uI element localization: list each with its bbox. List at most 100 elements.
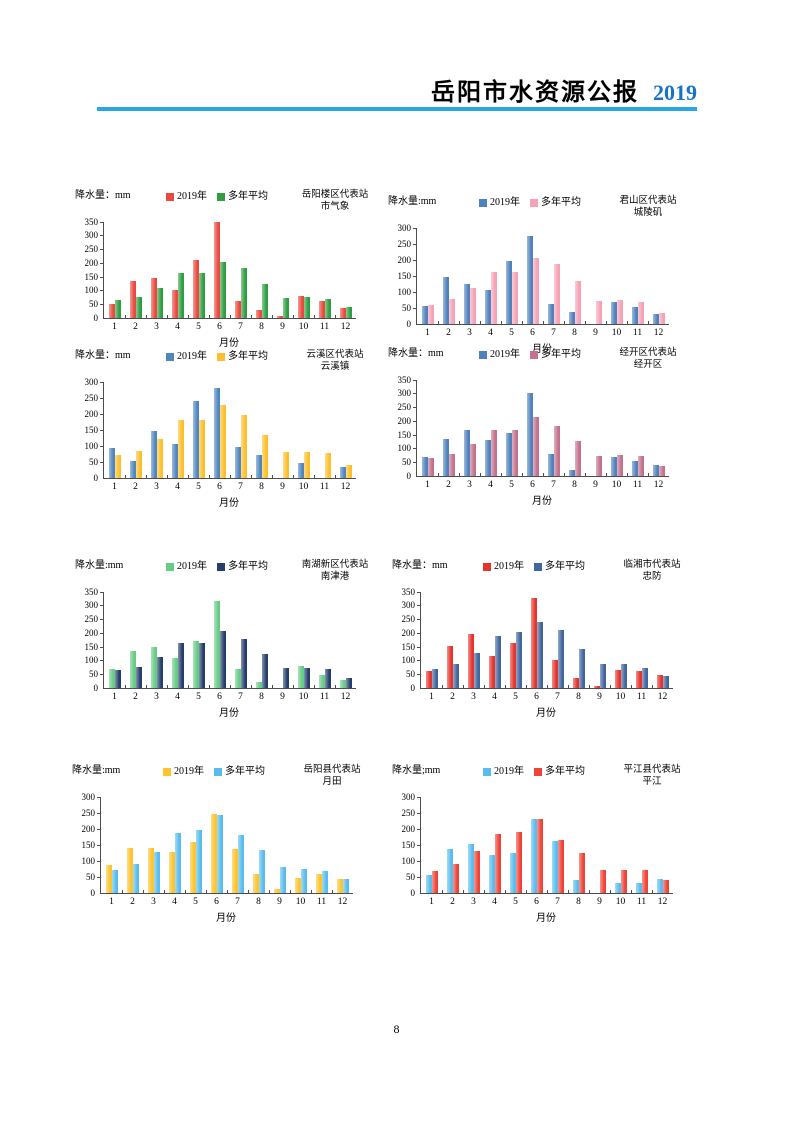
y-axis: 350 300 250 200 150 100 50 0 (392, 587, 420, 693)
x-tick (459, 320, 460, 324)
bar (469, 287, 476, 324)
x-tick (230, 314, 231, 318)
plot-area (100, 591, 356, 689)
bar (505, 433, 512, 476)
x-tick-label: 8 (572, 327, 577, 338)
x-tick-label: 5 (509, 479, 514, 490)
x-tick (501, 320, 502, 324)
legend-label: 2019年 (177, 561, 207, 572)
x-tick-label: 12 (657, 896, 668, 907)
bar (490, 429, 497, 476)
plot-area (100, 381, 356, 479)
bar-group (251, 435, 272, 478)
bar-group (164, 832, 185, 893)
bar-group (631, 667, 652, 688)
x-tick (209, 474, 210, 478)
legend-swatch (217, 353, 225, 362)
bar (213, 601, 220, 688)
bar (135, 296, 142, 318)
y-tick-label: 50 (406, 871, 415, 882)
y-tick-label: 50 (89, 299, 98, 310)
y-tick-label: 0 (93, 682, 99, 693)
x-tick (484, 684, 485, 688)
chart-title: 临湘市代表站 忠防 (604, 560, 700, 584)
legend-item: 2019年 (483, 561, 524, 574)
x-tick-label: 10 (298, 691, 309, 702)
legend-label: 2019年 (177, 191, 207, 202)
y-tick-label: 0 (410, 682, 416, 693)
bar-group (188, 260, 209, 318)
plot-area (417, 796, 673, 894)
bar (213, 387, 220, 478)
y-tick (100, 276, 104, 278)
bar (448, 299, 455, 324)
header-rule (97, 107, 697, 111)
x-tick (568, 684, 569, 688)
bar (473, 652, 480, 688)
x-tick-label: 12 (340, 691, 351, 702)
bar (614, 882, 621, 893)
bar-group (522, 392, 543, 476)
y-tick (413, 448, 417, 450)
legend-label: 多年平均 (541, 349, 581, 360)
bar (511, 429, 518, 476)
x-tick-label: 6 (530, 327, 535, 338)
y-tick-label: 50 (406, 669, 415, 680)
legend-swatch (483, 563, 491, 572)
bar (448, 454, 455, 476)
x-tick (311, 889, 312, 893)
y-axis-unit-label: 降水量：mm (388, 348, 444, 359)
bar-group (505, 831, 526, 893)
bar-group (648, 312, 669, 324)
bar (511, 271, 518, 324)
bar (150, 646, 157, 688)
bar-group (290, 868, 311, 893)
chart-title: 平江县代表站 平江 (604, 765, 700, 789)
bar (297, 665, 304, 688)
x-tick (631, 684, 632, 688)
bar (282, 298, 289, 318)
bar (652, 464, 659, 476)
bar (276, 316, 283, 318)
bar (321, 871, 328, 893)
bar-group (610, 663, 631, 688)
bar-group (146, 277, 167, 318)
x-tick-label: 6 (217, 691, 222, 702)
x-tick (547, 684, 548, 688)
bar (463, 283, 470, 324)
bar-group (206, 814, 227, 893)
chart-title-line2: 平江 (642, 776, 662, 787)
chart-2: 降水量:mm 2019年 多年平均 君山区代表站 城陵矶 300 250 200 150 100 5… (388, 196, 696, 355)
y-tick-label: 150 (84, 424, 99, 435)
bar (258, 850, 265, 893)
y-axis-unit-label: 降水量：mm (75, 350, 131, 361)
legend: 2019年 多年平均 (460, 197, 600, 210)
x-tick (610, 684, 611, 688)
bar (156, 657, 163, 688)
x-tick (442, 889, 443, 893)
bar-group (125, 450, 146, 478)
bar (469, 444, 476, 476)
x-tick-label: 7 (555, 691, 560, 702)
x-tick (251, 684, 252, 688)
page-number: 8 (393, 1022, 400, 1036)
bar-group (188, 641, 209, 688)
plot-area (100, 221, 356, 319)
x-tick-label: 4 (492, 691, 497, 702)
legend-swatch (166, 193, 174, 202)
y-tick-label: 200 (401, 823, 416, 834)
chart-title-line1: 君山区代表站 (619, 196, 677, 206)
legend-item: 多年平均 (534, 561, 585, 574)
y-tick (413, 434, 417, 436)
x-tick (547, 889, 548, 893)
bar (574, 441, 581, 476)
y-tick-label: 150 (401, 839, 416, 850)
bar (174, 832, 181, 893)
bar-group (484, 833, 505, 893)
bar-group (335, 306, 356, 318)
bar (114, 300, 121, 318)
x-tick (522, 320, 523, 324)
y-tick (100, 646, 104, 648)
bar (114, 455, 121, 478)
